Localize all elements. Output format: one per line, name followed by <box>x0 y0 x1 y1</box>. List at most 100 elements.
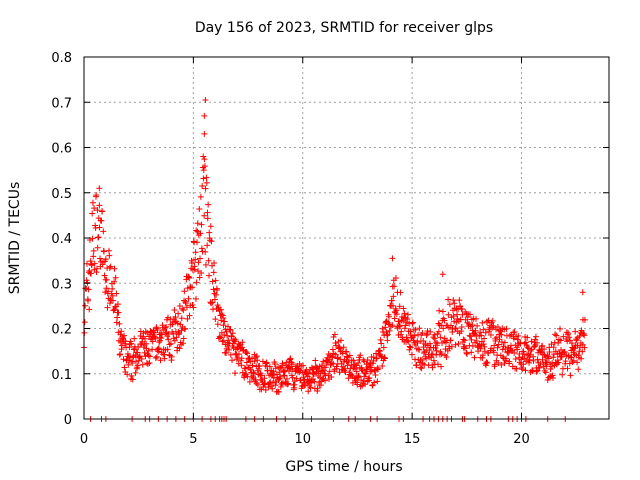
data-point <box>355 359 362 366</box>
data-point <box>396 303 403 310</box>
data-point <box>536 364 543 371</box>
data-point <box>223 328 230 335</box>
data-point <box>186 312 193 319</box>
y-tick-label: 0.7 <box>51 96 72 111</box>
data-point <box>121 364 128 371</box>
data-point <box>408 351 415 358</box>
data-point <box>281 372 288 379</box>
data-point <box>438 363 445 370</box>
data-point <box>152 355 159 362</box>
data-point <box>373 355 380 362</box>
data-point <box>162 330 169 337</box>
data-point <box>474 322 481 329</box>
data-point <box>269 385 276 392</box>
data-point <box>288 359 295 366</box>
data-point <box>359 382 366 389</box>
data-point <box>106 252 113 259</box>
data-point <box>308 377 315 384</box>
data-point <box>191 266 198 273</box>
data-point <box>458 328 465 335</box>
data-point <box>386 327 393 334</box>
data-point <box>409 319 416 326</box>
data-point <box>519 366 526 373</box>
data-point <box>139 338 146 345</box>
data-point <box>572 328 579 335</box>
data-point <box>225 346 232 353</box>
data-point <box>201 163 208 170</box>
data-point <box>404 316 411 323</box>
data-layer <box>80 96 588 422</box>
data-point <box>322 377 329 384</box>
data-point <box>329 346 336 353</box>
data-point <box>249 362 256 369</box>
data-point <box>220 314 227 321</box>
data-point <box>483 359 490 366</box>
data-point <box>524 344 531 351</box>
data-point <box>348 371 355 378</box>
data-point <box>266 363 273 370</box>
data-point <box>401 310 408 317</box>
data-point <box>300 362 307 369</box>
data-point <box>125 361 132 368</box>
y-tick-label: 0.2 <box>51 323 72 338</box>
data-point <box>435 361 442 368</box>
data-point <box>178 327 185 334</box>
data-point <box>575 366 582 373</box>
data-point <box>210 269 217 276</box>
data-point <box>494 344 501 351</box>
data-point <box>473 315 480 322</box>
data-point <box>450 297 457 304</box>
data-point <box>471 354 478 361</box>
data-point <box>287 355 294 362</box>
data-point <box>241 374 248 381</box>
data-point <box>553 332 560 339</box>
data-point <box>490 349 497 356</box>
data-point <box>511 328 518 335</box>
data-point <box>440 325 447 332</box>
data-point <box>518 356 525 363</box>
data-point <box>213 291 220 298</box>
data-point <box>393 311 400 318</box>
data-point <box>463 349 470 356</box>
data-point <box>397 289 404 296</box>
data-point <box>494 324 501 331</box>
data-point <box>393 307 400 314</box>
data-point <box>118 346 125 353</box>
data-point <box>227 326 234 333</box>
data-point <box>414 340 421 347</box>
data-point <box>407 344 414 351</box>
data-point <box>99 208 106 215</box>
data-point <box>490 322 497 329</box>
data-point <box>407 328 414 335</box>
data-point <box>378 340 385 347</box>
data-point <box>368 368 375 375</box>
data-point <box>158 335 165 342</box>
data-point <box>132 369 139 376</box>
data-point <box>88 270 95 277</box>
data-point <box>229 357 236 364</box>
data-point <box>491 361 498 368</box>
data-point <box>195 259 202 266</box>
data-point <box>158 331 165 338</box>
data-point <box>251 358 258 365</box>
data-point <box>139 361 146 368</box>
data-point <box>96 224 103 231</box>
data-point <box>467 311 474 318</box>
data-point <box>433 347 440 354</box>
data-point <box>576 333 583 340</box>
data-point <box>251 370 258 377</box>
data-point <box>567 354 574 361</box>
data-point <box>379 362 386 369</box>
data-point <box>389 302 396 309</box>
data-point <box>358 377 365 384</box>
data-point <box>541 346 548 353</box>
data-point <box>432 344 439 351</box>
data-point <box>270 368 277 375</box>
data-point <box>124 371 131 378</box>
data-point <box>372 372 379 379</box>
data-point <box>360 377 367 384</box>
data-point <box>545 355 552 362</box>
data-point <box>564 338 571 345</box>
data-point <box>396 322 403 329</box>
data-point <box>206 272 213 279</box>
